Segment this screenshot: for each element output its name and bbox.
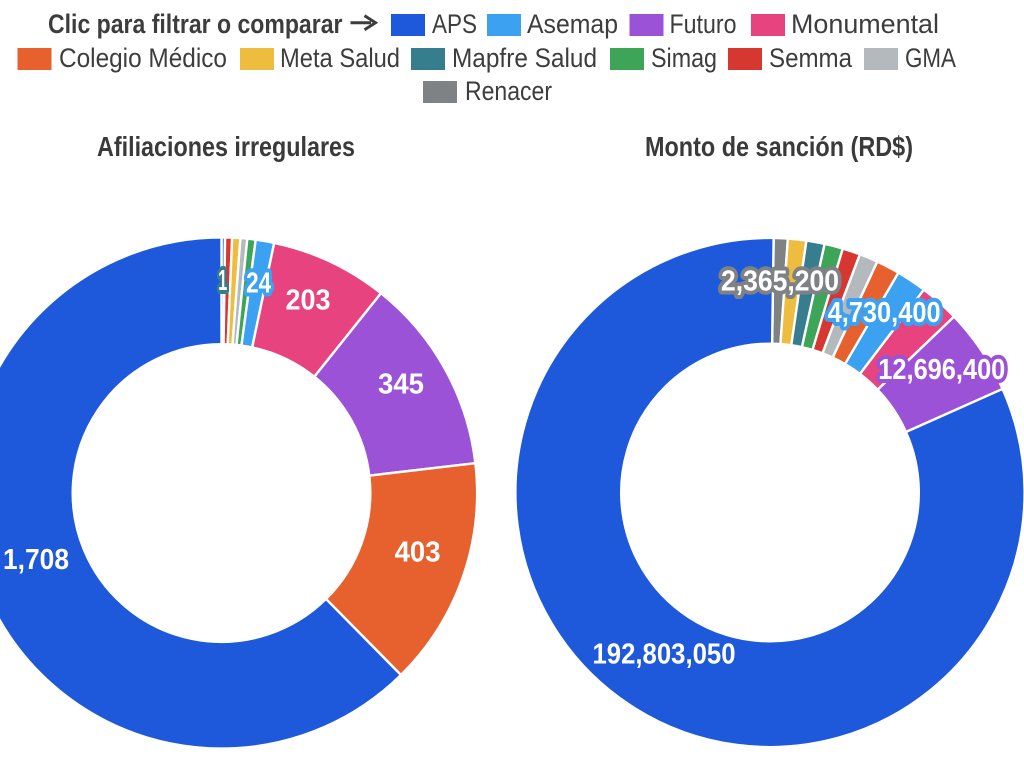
- svg-text:345: 345: [378, 369, 424, 401]
- svg-text:Futuro: Futuro: [670, 9, 737, 39]
- svg-text:Afiliaciones irregulares: Afiliaciones irregulares: [97, 131, 355, 162]
- svg-text:4,730,400: 4,730,400: [828, 297, 941, 329]
- svg-text:APS: APS: [432, 9, 477, 39]
- svg-text:24: 24: [246, 268, 271, 300]
- svg-text:Simag: Simag: [651, 43, 717, 73]
- svg-text:203: 203: [286, 285, 331, 317]
- svg-text:Monto de sanción (RD$): Monto de sanción (RD$): [645, 131, 913, 162]
- svg-text:Meta Salud: Meta Salud: [280, 43, 400, 73]
- svg-text:GMA: GMA: [905, 43, 956, 73]
- svg-text:Semma: Semma: [769, 43, 853, 73]
- svg-text:Clic para filtrar o comparar: Clic para filtrar o comparar: [48, 9, 343, 39]
- svg-text:Mapfre Salud: Mapfre Salud: [452, 43, 597, 73]
- svg-text:1,708: 1,708: [3, 544, 69, 576]
- svg-text:403: 403: [395, 537, 441, 569]
- svg-text:Monumental: Monumental: [791, 9, 939, 39]
- svg-text:12,696,400: 12,696,400: [878, 354, 1005, 386]
- svg-text:2,365,200: 2,365,200: [721, 265, 839, 297]
- svg-text:Renacer: Renacer: [465, 76, 552, 106]
- svg-text:1: 1: [218, 265, 227, 297]
- svg-text:192,803,050: 192,803,050: [593, 639, 736, 671]
- svg-text:Colegio Médico: Colegio Médico: [59, 43, 227, 73]
- svg-text:Asemap: Asemap: [527, 9, 618, 39]
